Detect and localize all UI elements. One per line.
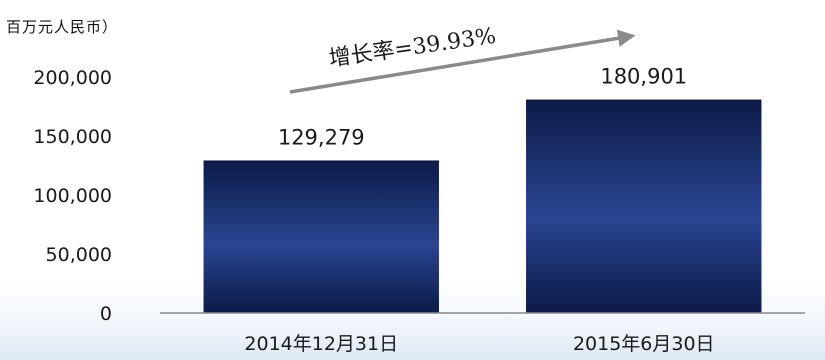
y-tick-label: 50,000 bbox=[46, 244, 112, 266]
bar bbox=[204, 160, 439, 313]
growth-rate-annotation: 增长率=39.93% bbox=[327, 24, 497, 72]
bar bbox=[526, 100, 761, 313]
y-axis-ticks: 0 50,000 100,000 150,000 200,000 bbox=[33, 67, 112, 325]
bar-value-label: 180,901 bbox=[600, 65, 687, 89]
category-labels: 2014年12月31日 2015年6月30日 bbox=[244, 333, 714, 355]
y-tick-label: 0 bbox=[100, 303, 112, 325]
bar-value-label: 129,279 bbox=[278, 125, 365, 149]
y-tick-label: 100,000 bbox=[33, 185, 112, 207]
y-tick-label: 150,000 bbox=[33, 126, 112, 148]
category-label: 2015年6月30日 bbox=[573, 333, 715, 355]
y-tick-label: 200,000 bbox=[33, 67, 112, 89]
category-label: 2014年12月31日 bbox=[244, 333, 398, 355]
